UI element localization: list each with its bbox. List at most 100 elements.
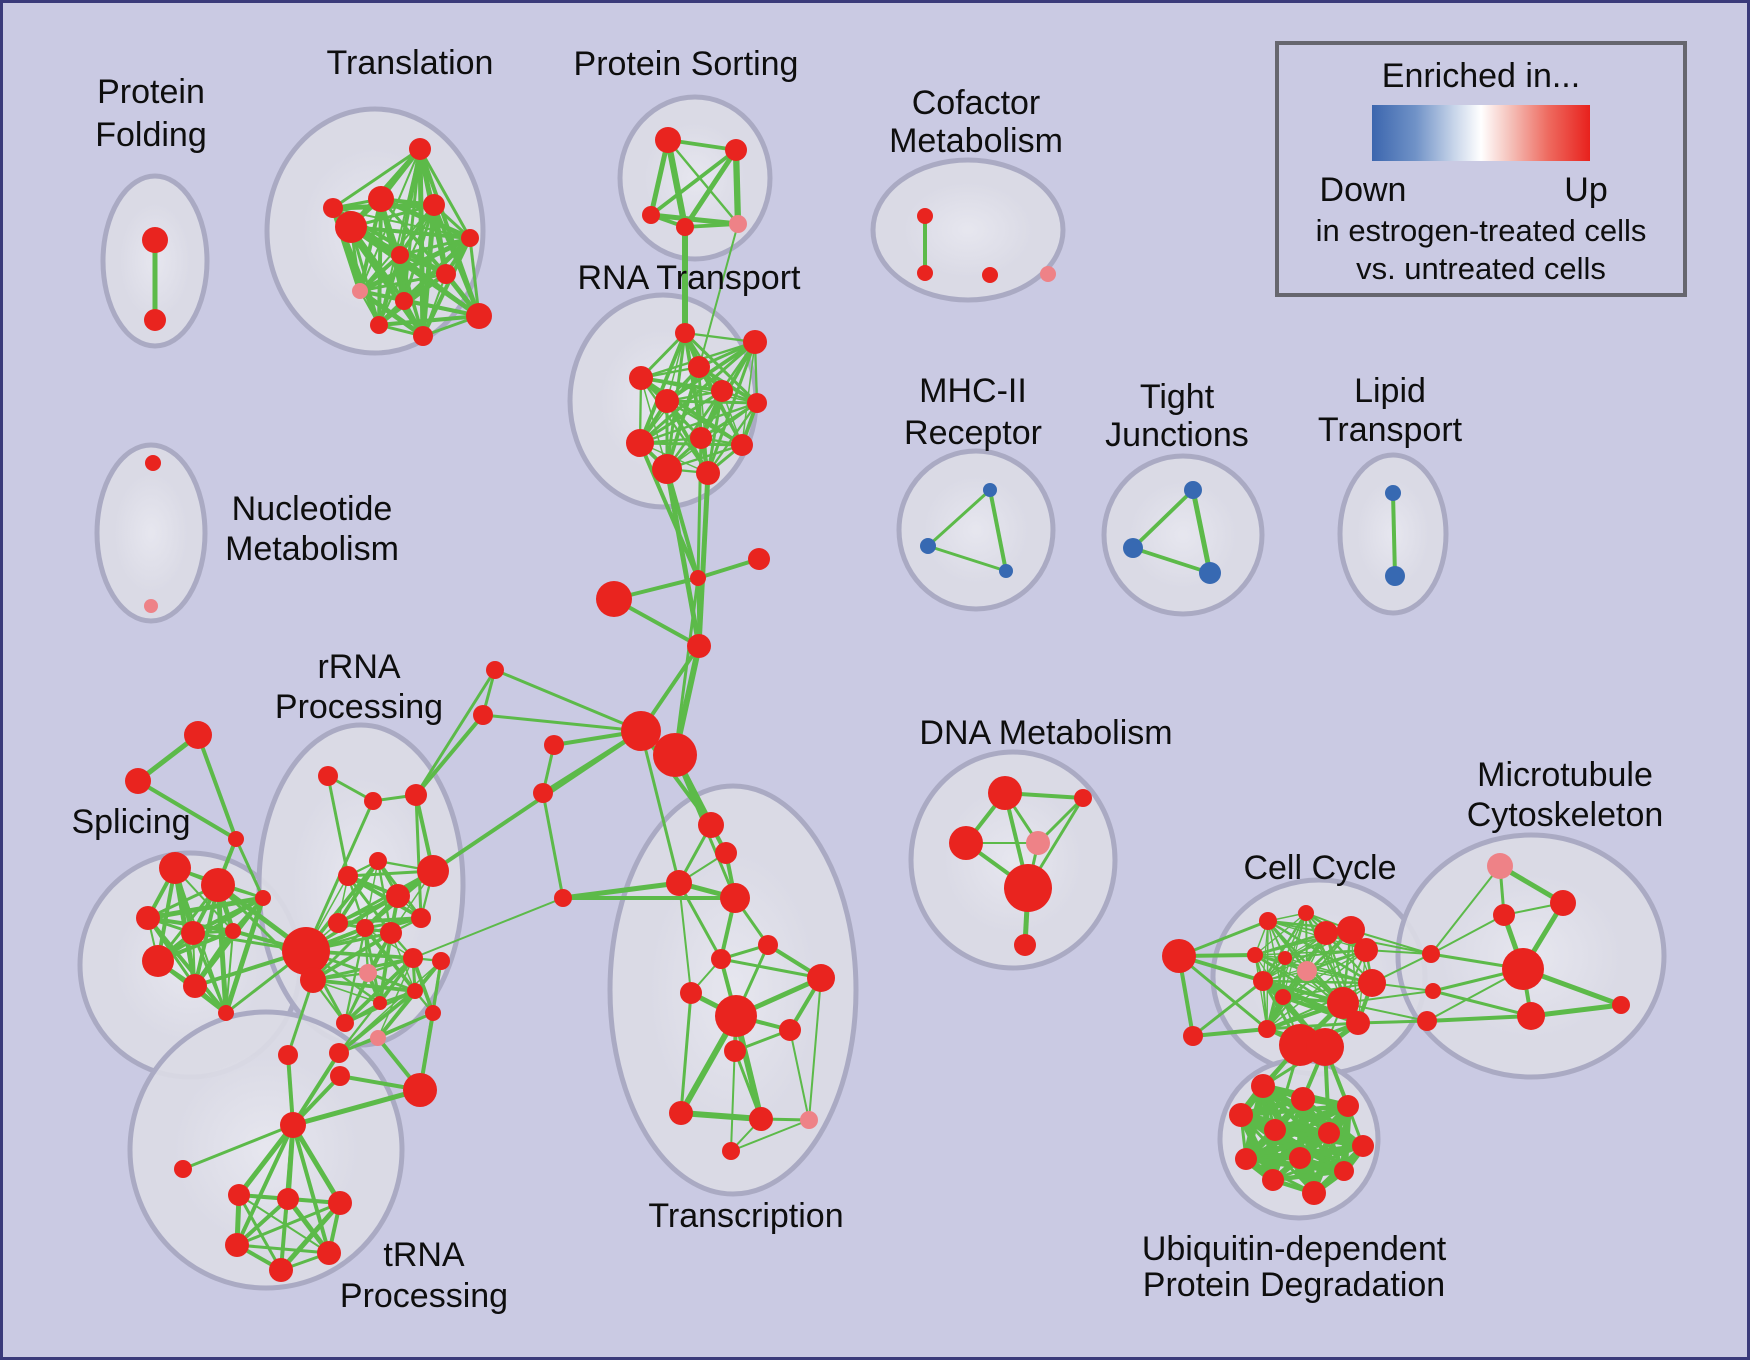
- network-mesh-edge: [378, 204, 435, 326]
- network-node: [386, 884, 410, 908]
- network-node: [983, 483, 997, 497]
- network-node: [724, 1040, 746, 1062]
- network-edge: [292, 1087, 421, 1128]
- network-node: [1425, 983, 1441, 999]
- network-node: [1417, 1011, 1437, 1031]
- network-node: [423, 194, 445, 216]
- network-canvas: Protein Folding Translation Protein Sorting…: [71, 44, 1667, 1315]
- network-node: [696, 461, 720, 485]
- legend-up-label: Up: [1564, 171, 1608, 209]
- cluster-label-dna-metabolism: DNA Metabolism: [919, 714, 1172, 752]
- network-node: [1517, 1002, 1545, 1030]
- network-node: [403, 1073, 437, 1107]
- network-node: [669, 1101, 693, 1125]
- network-mesh-edge: [665, 340, 757, 403]
- network-edge: [562, 880, 680, 901]
- network-node: [1074, 789, 1092, 807]
- network-node: [269, 1258, 293, 1282]
- network-node: [1253, 971, 1273, 991]
- network-node: [278, 1045, 298, 1065]
- network-node: [370, 316, 388, 334]
- network-node: [1550, 890, 1576, 916]
- network-edge: [678, 882, 692, 994]
- network-node: [328, 913, 348, 933]
- network-node: [1612, 996, 1630, 1014]
- network-edge: [541, 792, 565, 899]
- network-edge: [1178, 954, 1268, 1031]
- network-node: [1327, 987, 1359, 1019]
- network-node: [403, 948, 423, 968]
- network-node: [949, 826, 983, 860]
- cluster-label-ubiquitin-degradation: Ubiquitin-dependent: [1142, 1230, 1447, 1268]
- network-node: [369, 852, 387, 870]
- cluster-label-tight-junctions: Tight: [1140, 378, 1215, 416]
- network-node: [436, 264, 456, 284]
- network-node: [356, 919, 374, 937]
- network-mesh-edge: [376, 990, 417, 1039]
- network-node: [328, 1191, 352, 1215]
- network-mesh-edge: [225, 930, 234, 1014]
- network-node: [323, 198, 343, 218]
- network-node: [280, 1112, 306, 1138]
- network-node: [715, 995, 757, 1037]
- network-node: [731, 434, 753, 456]
- network-node: [676, 218, 694, 236]
- network-node: [653, 733, 697, 777]
- network-mesh-edge: [666, 400, 743, 446]
- network-mesh-edge: [1272, 1168, 1345, 1183]
- network-node: [1264, 1119, 1286, 1141]
- network-node: [675, 323, 695, 343]
- network-node: [544, 735, 564, 755]
- network-mesh-edge: [639, 401, 758, 445]
- network-mesh-edge: [358, 235, 472, 294]
- network-mesh-edge: [1240, 1103, 1349, 1118]
- network-node: [1334, 1161, 1354, 1181]
- network-node: [1004, 864, 1052, 912]
- network-edge: [696, 437, 703, 579]
- network-node: [722, 1142, 740, 1160]
- network-mesh-edge: [377, 957, 414, 1039]
- network-edge: [1530, 1002, 1622, 1019]
- cluster-label-protein-sorting: Protein Sorting: [574, 45, 799, 83]
- network-mesh-edge: [927, 544, 1007, 573]
- network-node: [642, 206, 660, 224]
- network-node: [125, 768, 151, 794]
- network-edge: [326, 775, 350, 877]
- network-edge: [1192, 1027, 1268, 1038]
- network-edge: [414, 794, 423, 919]
- network-mesh-edge: [682, 148, 739, 229]
- network-mesh-edge: [1262, 979, 1373, 985]
- cluster-label-cofactor-metabolism: Cofactor: [912, 84, 1041, 122]
- network-mesh-edge: [1266, 912, 1307, 1030]
- network-node: [1385, 566, 1405, 586]
- legend-gradient-bar: [1372, 105, 1590, 161]
- network-mesh-edge: [399, 254, 480, 317]
- network-edge: [696, 472, 711, 647]
- network-edge: [1430, 865, 1501, 955]
- network-edge: [286, 979, 315, 1056]
- network-mesh-edge: [337, 989, 417, 1055]
- network-node: [533, 783, 553, 803]
- network-node: [1229, 1103, 1253, 1127]
- network-node: [1306, 1028, 1344, 1066]
- network-mesh-edge: [706, 390, 724, 474]
- network-node: [1337, 916, 1365, 944]
- network-mesh-edge: [639, 389, 723, 445]
- network-node: [747, 393, 767, 413]
- network-node: [142, 945, 174, 977]
- network-mesh-edge: [363, 926, 417, 993]
- network-node: [807, 964, 835, 992]
- network-node: [364, 792, 382, 810]
- network-node: [690, 570, 706, 586]
- network-edge: [789, 1029, 810, 1121]
- network-edge: [136, 779, 238, 841]
- network-node: [201, 868, 235, 902]
- network-node: [317, 1241, 341, 1265]
- network-edge: [182, 1123, 294, 1171]
- network-node: [144, 599, 158, 613]
- network-node: [473, 705, 493, 725]
- network-edge: [494, 668, 642, 733]
- cluster-label-cofactor-metabolism: Metabolism: [889, 122, 1063, 160]
- network-node: [1199, 562, 1221, 584]
- network-mesh-edge: [337, 916, 422, 925]
